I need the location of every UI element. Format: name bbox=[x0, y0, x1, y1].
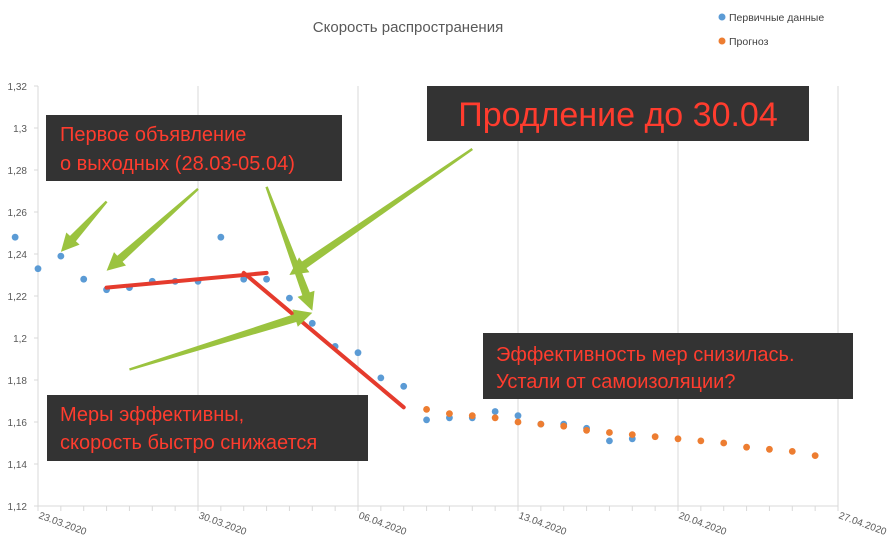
x-tick-label: 23.03.2020 bbox=[37, 510, 88, 538]
y-tick-label: 1,18 bbox=[8, 376, 28, 387]
callout-box bbox=[483, 333, 853, 399]
legend-label-primary: Первичные данные bbox=[729, 12, 824, 24]
annotation-extension: Продление до 30.04 bbox=[427, 86, 809, 141]
forecast-data-point bbox=[537, 420, 545, 428]
chart-title: Скорость распространения bbox=[313, 19, 503, 36]
x-tick-label: 27.04.2020 bbox=[837, 510, 888, 538]
x-tick-label: 20.04.2020 bbox=[677, 510, 728, 538]
callout-text-line: о выходных (28.03-05.04) bbox=[60, 153, 295, 175]
forecast-data-point bbox=[766, 445, 773, 453]
primary-data-point bbox=[400, 382, 408, 390]
primary-data-point bbox=[11, 233, 19, 241]
trend-line bbox=[241, 270, 406, 410]
y-tick-label: 1,32 bbox=[8, 82, 28, 93]
y-tick-label: 1,26 bbox=[8, 208, 28, 219]
y-tick-label: 1,28 bbox=[8, 166, 28, 177]
forecast-data-point bbox=[606, 429, 613, 436]
primary-data-point bbox=[423, 416, 430, 424]
callout-text-line: Первое объявление bbox=[60, 124, 246, 146]
forecast-data-point bbox=[514, 418, 522, 426]
y-tick-label: 1,16 bbox=[8, 418, 28, 429]
y-tick-label: 1,2 bbox=[13, 334, 27, 345]
primary-data-point bbox=[308, 319, 316, 327]
callout-text-line: скорость быстро снижается bbox=[60, 432, 317, 454]
y-tick-label: 1,3 bbox=[13, 124, 27, 135]
primary-data-point bbox=[57, 252, 65, 260]
primary-data-point bbox=[217, 233, 225, 241]
legend-marker-primary bbox=[718, 13, 726, 21]
legend-marker-forecast bbox=[718, 37, 726, 45]
primary-data-point bbox=[491, 408, 499, 415]
forecast-data-point bbox=[468, 412, 476, 420]
forecast-data-point bbox=[651, 433, 659, 441]
annotation-effective-measures: Меры эффективны, скорость быстро снижает… bbox=[47, 395, 368, 461]
primary-data-point bbox=[286, 294, 293, 302]
callout-text-line: Устали от самоизоляции? bbox=[496, 371, 735, 393]
forecast-data-point bbox=[628, 431, 636, 438]
callout-text-line: Эффективность мер снизилась. bbox=[496, 344, 795, 366]
callout-box bbox=[47, 395, 368, 461]
primary-data-point bbox=[80, 275, 88, 283]
primary-data-point bbox=[34, 265, 42, 273]
annotation-arrow bbox=[129, 309, 313, 371]
trend-lines bbox=[104, 270, 406, 410]
callout-text-line: Продление до 30.04 bbox=[458, 96, 778, 134]
primary-data-point bbox=[354, 349, 362, 357]
x-tick-label: 06.04.2020 bbox=[357, 510, 408, 538]
forecast-data-point bbox=[583, 427, 590, 434]
callout-box bbox=[46, 115, 342, 181]
primary-data-point bbox=[263, 275, 270, 283]
primary-data-point bbox=[240, 275, 248, 283]
forecast-data-point bbox=[788, 448, 796, 455]
forecast-data-point bbox=[743, 443, 750, 451]
forecast-data-point bbox=[697, 437, 705, 445]
annotation-arrows bbox=[60, 148, 473, 371]
primary-data-point bbox=[377, 374, 385, 382]
forecast-data-point bbox=[811, 452, 819, 459]
callout-text-line: Меры эффективны, bbox=[60, 404, 244, 426]
y-tick-label: 1,24 bbox=[8, 250, 28, 261]
annotation-arrow bbox=[265, 186, 315, 311]
annotations: Первое объявление о выходных (28.03-05.0… bbox=[46, 86, 853, 461]
callout-box bbox=[427, 86, 809, 141]
annotation-arrow bbox=[60, 200, 108, 252]
x-tick-label: 13.04.2020 bbox=[517, 510, 568, 538]
primary-data-point bbox=[514, 412, 522, 420]
forecast-data-point bbox=[491, 414, 499, 422]
annotation-first-weekend: Первое объявление о выходных (28.03-05.0… bbox=[46, 115, 342, 181]
data-points bbox=[11, 233, 819, 459]
forecast-data-point bbox=[560, 422, 568, 430]
y-tick-label: 1,14 bbox=[8, 460, 28, 471]
x-tick-label: 30.03.2020 bbox=[197, 510, 248, 538]
forecast-data-point bbox=[674, 435, 682, 443]
legend: Первичные данные Прогноз bbox=[718, 12, 824, 48]
y-tick-label: 1,22 bbox=[8, 292, 28, 303]
trend-line bbox=[104, 270, 269, 290]
legend-label-forecast: Прогноз bbox=[729, 36, 769, 48]
annotation-arrow bbox=[289, 148, 473, 275]
forecast-data-point bbox=[423, 406, 430, 413]
forecast-data-point bbox=[720, 439, 728, 447]
y-tick-label: 1,12 bbox=[8, 502, 28, 513]
forecast-data-point bbox=[446, 410, 453, 417]
annotation-efficiency-dropped: Эффективность мер снизилась. Устали от с… bbox=[483, 333, 853, 399]
primary-data-point bbox=[606, 437, 613, 445]
annotation-arrow bbox=[106, 188, 199, 271]
